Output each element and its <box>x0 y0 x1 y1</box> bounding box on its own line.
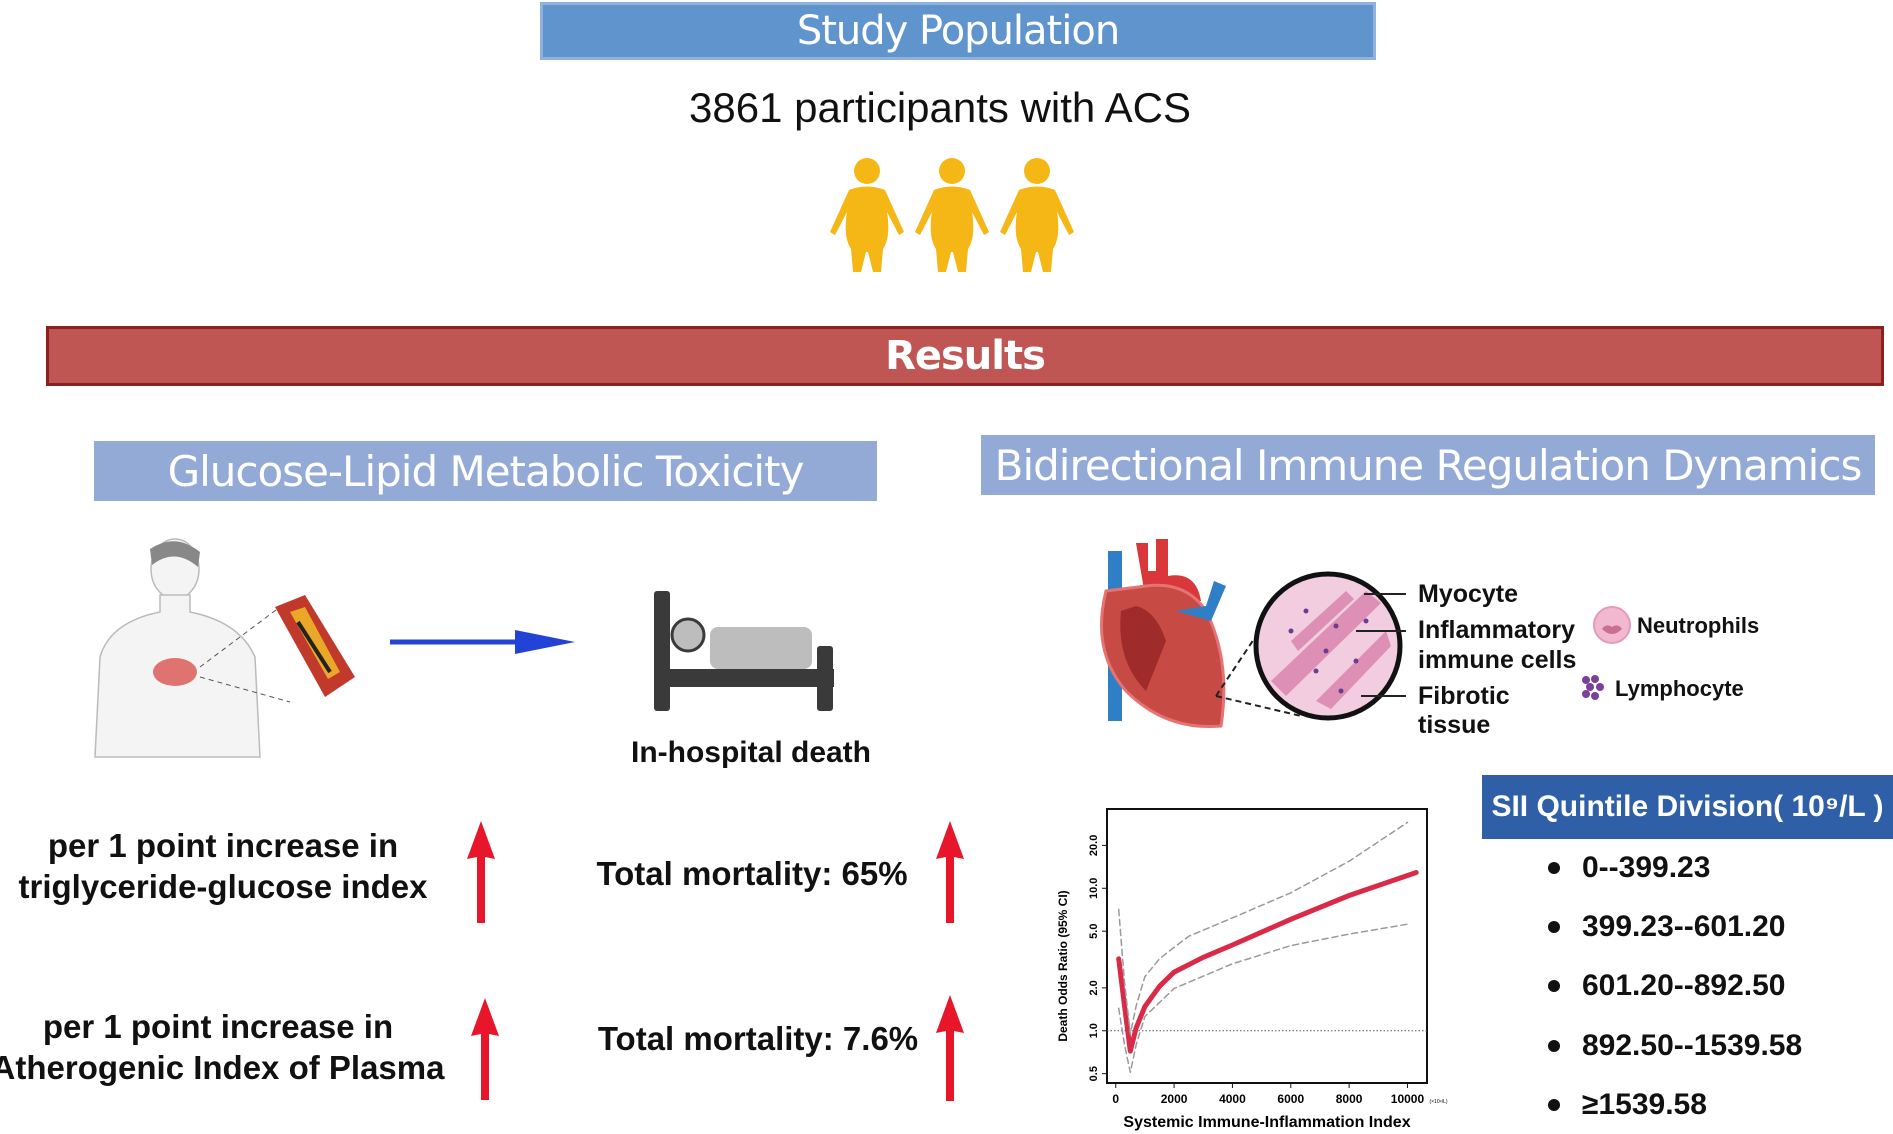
heart-icon <box>1100 539 1226 729</box>
predictor-line: triglyceride-glucose index <box>18 868 428 905</box>
fibrotic-label-2: tissue <box>1418 711 1491 739</box>
arrow-up-icon <box>471 998 499 1100</box>
x-tick-label: 2000 <box>1161 1092 1188 1106</box>
bullet-icon <box>1548 862 1560 874</box>
y-tick-label: 5.0 <box>1088 924 1100 939</box>
person-icon <box>830 158 904 272</box>
x-tick-label: 4000 <box>1219 1092 1246 1106</box>
patient-illustration <box>94 538 355 758</box>
arrow-up-icon <box>936 821 964 923</box>
person-icon <box>915 158 989 272</box>
heart-icon <box>153 658 197 686</box>
sii-quintile-range: 399.23--601.20 <box>1582 910 1786 943</box>
tyg-predictor: per 1 point increase in triglyceride-glu… <box>19 825 428 907</box>
sii-quintile-range: ≥1539.58 <box>1582 1088 1707 1121</box>
x-tick-label: 0 <box>1112 1092 1119 1106</box>
study-population-banner: Study Population <box>540 2 1376 60</box>
inflammatory-label-1: Inflammatory <box>1418 616 1575 644</box>
person-icon <box>1000 158 1074 272</box>
y-tick-label: 20.0 <box>1088 835 1100 856</box>
arrow-up-icon <box>467 821 495 923</box>
bullet-icon <box>1548 980 1560 992</box>
neutrophil-icon <box>1593 606 1631 644</box>
y-tick-label: 10.0 <box>1088 878 1100 899</box>
people-icons <box>830 158 1074 272</box>
x-tick-label: 6000 <box>1277 1092 1304 1106</box>
myocyte-label: Myocyte <box>1418 580 1519 608</box>
series-lower-ci <box>1117 923 1409 1074</box>
aip-predictor: per 1 point increase in Atherogenic Inde… <box>0 1006 444 1088</box>
bullet-icon <box>1548 1040 1560 1052</box>
series-estimate <box>1116 870 1419 1054</box>
neutrophils-label: Neutrophils <box>1637 613 1760 638</box>
arrow-right-icon <box>390 630 575 654</box>
sii-quintile-item: 399.23--601.20 <box>1548 910 1786 944</box>
tyg-result: Total mortality: 65% <box>596 855 908 892</box>
arrow-up-icon <box>936 995 964 1101</box>
artery-plaque-icon <box>275 595 355 697</box>
participants-text: 3861 participants with ACS <box>689 84 1191 131</box>
y-tick-label: 1.0 <box>1088 1023 1100 1038</box>
glucose-lipid-banner: Glucose-Lipid Metabolic Toxicity <box>94 441 877 501</box>
sii-odds-ratio-chart: 0 2000 4000 6000 8000 10000 (×10⁹/L) 0.5 1.0 2.0 5… <box>1056 808 1448 1131</box>
x-unit-label: (×10⁹/L) <box>1429 1099 1447 1105</box>
sii-quintile-item: 0--399.23 <box>1548 851 1710 885</box>
predictor-line: per 1 point increase in <box>42 1008 394 1045</box>
sii-quintile-range: 0--399.23 <box>1582 851 1711 884</box>
x-tick-label: 10000 <box>1391 1092 1425 1106</box>
sii-quintile-banner: SII Quintile Division( 10⁹/L ) <box>1482 775 1893 839</box>
lymphocyte-label: Lymphocyte <box>1615 676 1744 701</box>
lymphocyte-icon <box>1582 675 1604 700</box>
series-upper-ci <box>1117 821 1409 1035</box>
immune-regulation-banner: Bidirectional Immune Regulation Dynamics <box>981 435 1875 495</box>
predictor-line: Atherogenic Index of Plasma <box>0 1049 445 1086</box>
results-banner: Results <box>46 326 1884 386</box>
inflammatory-label-2: immune cells <box>1418 646 1577 674</box>
bullet-icon <box>1548 921 1560 933</box>
y-tick-label: 0.5 <box>1088 1066 1100 1081</box>
fibrotic-label-1: Fibrotic <box>1418 682 1510 710</box>
sii-quintile-item: ≥1539.58 <box>1548 1088 1707 1122</box>
x-tick-label: 8000 <box>1336 1092 1363 1106</box>
sii-quintile-item: 601.20--892.50 <box>1548 969 1786 1003</box>
predictor-line: per 1 point increase in <box>47 827 399 864</box>
sii-quintile-item: 892.50--1539.58 <box>1548 1029 1802 1063</box>
tissue-magnification-circle <box>1253 571 1403 721</box>
y-tick-label: 2.0 <box>1088 980 1100 995</box>
sii-quintile-range: 892.50--1539.58 <box>1582 1029 1803 1062</box>
x-axis-label: Systemic Immune-Inflammation Index <box>1123 1114 1410 1131</box>
y-axis-label: Death Odds Ratio (95% CI) <box>1056 890 1070 1041</box>
hospital-bed-icon <box>654 591 834 711</box>
heart-tissue-illustration <box>1100 539 1406 729</box>
aip-result: Total mortality: 7.6% <box>597 1020 919 1057</box>
sii-quintile-range: 601.20--892.50 <box>1582 969 1786 1002</box>
bullet-icon <box>1548 1099 1560 1111</box>
outcome-label: In-hospital death <box>631 736 871 769</box>
plot-frame <box>1106 808 1428 1084</box>
